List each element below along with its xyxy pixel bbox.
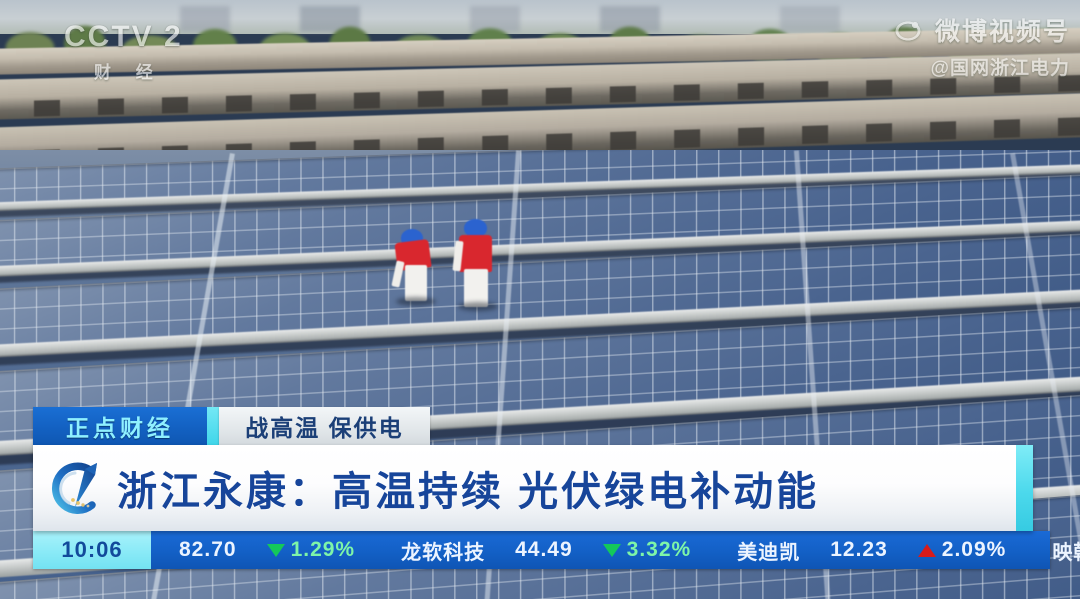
- worker-shadow: [396, 297, 436, 306]
- stock-ticker-bar: 10:06 82.70 1.29% 龙软科技 44.49 3.32%: [33, 531, 1080, 569]
- ticker-quote-3: 美迪凯 12.23 2.09%: [737, 536, 1006, 565]
- kicker-divider: [207, 407, 219, 445]
- quote-name: 美迪凯: [737, 541, 801, 564]
- arrow-down-icon: [602, 543, 621, 557]
- topic-tag: 战高温 保供电: [219, 407, 430, 445]
- topic-label: 战高温 保供电: [245, 415, 404, 441]
- ticker-quote-1: 82.70 1.29%: [179, 538, 355, 562]
- circular-arrow-logo-icon: [45, 453, 111, 523]
- headline-band: 浙江永康：高温持续 光伏绿电补动能: [33, 445, 1033, 531]
- worker-legs: [405, 265, 427, 301]
- worker-shadow: [458, 302, 498, 311]
- quote-price: 44.49: [515, 538, 573, 561]
- quote-change: 2.09%: [941, 538, 1007, 561]
- headline-text: 浙江永康：高温持续 光伏绿电补动能: [117, 470, 820, 514]
- hard-hat-icon: [464, 219, 487, 237]
- clock: 10:06: [33, 531, 151, 569]
- ticker-quotes: 82.70 1.29% 龙软科技 44.49 3.32% 美迪凯: [151, 536, 1080, 565]
- quote-price: 12.23: [830, 538, 888, 561]
- worker-arm: [391, 260, 405, 288]
- lower-third: 正点财经 战高温 保供电: [33, 407, 1080, 569]
- safety-vest: [459, 235, 492, 272]
- arrow-down-icon: [266, 543, 285, 557]
- ticker-quote-4: 映翰通: [1052, 536, 1080, 565]
- arrow-up-icon: [917, 543, 936, 557]
- program-name-tag: 正点财经: [33, 407, 207, 445]
- ticker-quote-2: 龙软科技 44.49 3.32%: [401, 536, 691, 565]
- quote-name: 龙软科技: [401, 541, 486, 564]
- quote-change: 1.29%: [290, 538, 356, 561]
- headline-end-cap: [1016, 445, 1033, 531]
- clock-time: 10:06: [61, 537, 123, 562]
- kicker-row: 正点财经 战高温 保供电: [33, 407, 430, 445]
- worker-legs: [464, 269, 488, 307]
- quote-price: 82.70: [179, 538, 237, 561]
- program-name-label: 正点财经: [66, 415, 174, 441]
- worker-standing: [452, 219, 498, 311]
- worker-bending: [391, 221, 436, 306]
- quote-name: 映翰通: [1052, 541, 1080, 564]
- quote-change: 3.32%: [626, 538, 692, 561]
